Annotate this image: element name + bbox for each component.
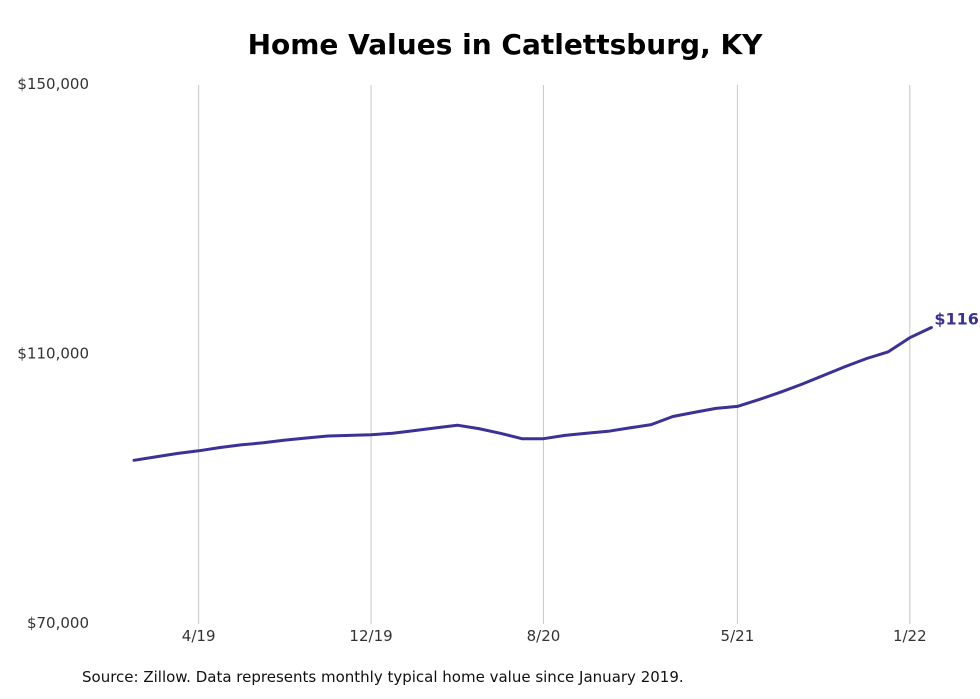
- data-point: [887, 350, 890, 353]
- data-point: [391, 432, 394, 435]
- x-tick-label: 8/20: [527, 627, 561, 645]
- gridlines: [198, 85, 911, 624]
- data-point: [456, 424, 459, 427]
- data-point: [477, 427, 480, 430]
- data-point: [779, 391, 782, 394]
- x-tick-label: 5/21: [721, 627, 755, 645]
- data-point: [843, 365, 847, 368]
- x-axis-ticks: 4/19 12/19 8/20 5/21 1/22: [182, 627, 927, 645]
- data-point: [197, 449, 200, 452]
- data-point: [563, 434, 567, 437]
- y-tick-label: $70,000: [27, 614, 89, 632]
- data-point: [800, 382, 804, 386]
- data-point: [219, 446, 222, 449]
- data-point: [628, 426, 631, 430]
- data-point: [650, 423, 653, 426]
- data-point: [930, 326, 933, 329]
- data-point: [757, 398, 761, 401]
- y-tick-label: $110,000: [17, 345, 89, 363]
- data-point: [348, 434, 351, 437]
- data-point: [714, 407, 718, 410]
- y-axis-ticks: $70,000 $110,000 $150,000: [17, 75, 89, 632]
- chart-title: Home Values in Catlettsburg, KY: [247, 28, 763, 61]
- end-value-label: $116,084: [934, 310, 980, 329]
- data-point: [262, 441, 265, 444]
- data-point: [585, 432, 588, 435]
- data-point: [908, 336, 911, 339]
- data-point: [499, 432, 502, 435]
- data-point: [326, 434, 330, 438]
- data-point: [305, 436, 308, 440]
- data-point: [693, 411, 696, 414]
- source-note: Source: Zillow. Data represents monthly …: [82, 668, 684, 686]
- data-point: [413, 429, 416, 432]
- x-tick-label: 4/19: [182, 627, 216, 645]
- data-point: [671, 415, 674, 418]
- data-point: [865, 357, 868, 360]
- data-point: [542, 437, 545, 440]
- data-point: [434, 426, 437, 430]
- data-point: [283, 438, 287, 442]
- data-point: [175, 452, 179, 455]
- data-points: [132, 326, 933, 462]
- x-tick-label: 12/19: [349, 627, 392, 645]
- y-tick-label: $150,000: [17, 75, 89, 93]
- data-point: [132, 459, 136, 462]
- series-line: [132, 326, 933, 462]
- data-point: [240, 443, 243, 446]
- data-point: [606, 430, 610, 433]
- data-point: [822, 374, 825, 377]
- data-point: [736, 405, 739, 408]
- data-point: [520, 437, 524, 440]
- data-point: [369, 433, 373, 436]
- data-point: [154, 455, 157, 459]
- x-tick-label: 1/22: [893, 627, 927, 645]
